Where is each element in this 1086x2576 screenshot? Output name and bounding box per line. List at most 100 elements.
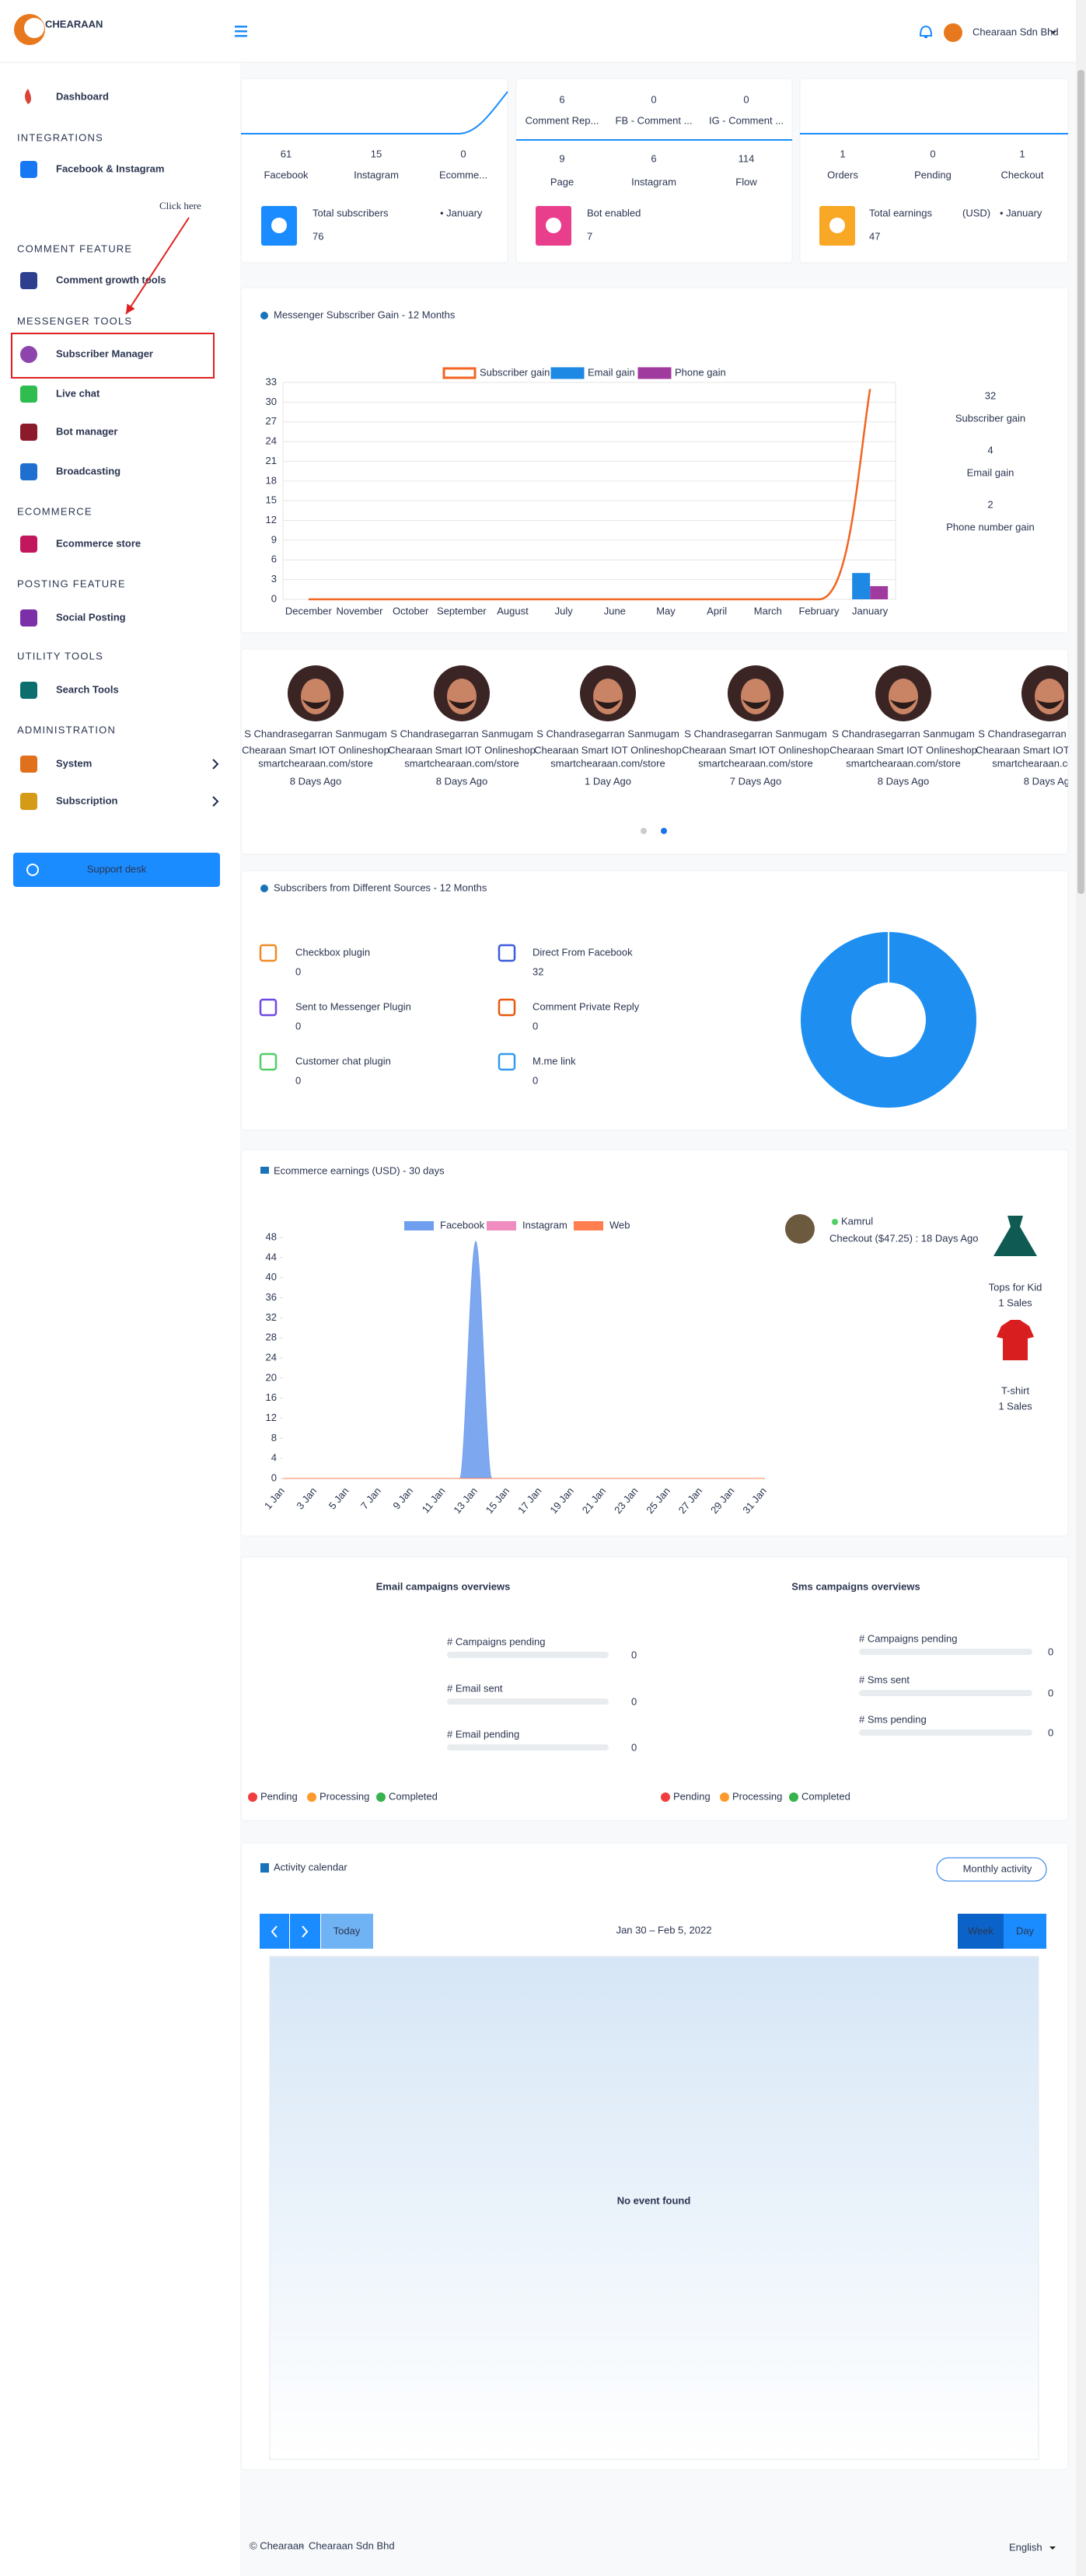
menu-item[interactable]: Dashboard [56, 90, 109, 102]
legend-label: Completed [801, 1790, 850, 1802]
y-tick-label: 9 [271, 533, 277, 545]
legend-label: Completed [389, 1790, 438, 1802]
view-button[interactable] [1004, 1914, 1046, 1949]
subscriber-page[interactable]: Chearaan Smart IOT Onlineshop [242, 744, 389, 756]
support-label: Support desk [87, 863, 147, 874]
subscriber-url[interactable]: smartchearaan.com/store [698, 757, 812, 769]
row-label: # Campaigns pending [859, 1632, 957, 1644]
progress-track [447, 1652, 609, 1658]
today-button[interactable] [321, 1914, 373, 1949]
stat-value: 1 [1019, 148, 1025, 159]
menu-item[interactable]: Live chat [56, 387, 100, 399]
title-icon [260, 885, 268, 892]
menu-icon [20, 272, 37, 289]
menu-item[interactable]: Subscription [56, 794, 118, 806]
subscriber-name: S Chandrasegarran Sanmugam [244, 728, 387, 739]
subscriber-page[interactable]: Chearaan Smart IOT Onlineshop [388, 744, 536, 756]
source-label: Direct From Facebook [533, 946, 633, 958]
summary-label: Email gain [967, 466, 1014, 478]
menu-item[interactable]: Comment growth tools [56, 274, 166, 285]
calendar-range: Jan 30 – Feb 5, 2022 [616, 1924, 712, 1935]
legend-label: Facebook [440, 1219, 485, 1230]
y-tick-label: 8 [271, 1432, 277, 1443]
y-tick-label: 12 [266, 1412, 277, 1423]
card [240, 1149, 1069, 1537]
view-button[interactable] [958, 1914, 1004, 1949]
section-title: Email campaigns overviews [376, 1580, 511, 1592]
card [240, 287, 1069, 634]
y-tick-label: 27 [266, 415, 277, 427]
next-button[interactable] [290, 1914, 320, 1949]
subscriber-url[interactable]: smartchearaan.com/store [404, 757, 519, 769]
scrollbar-thumb[interactable] [1077, 70, 1084, 894]
carousel-dot[interactable] [641, 828, 647, 834]
avatar-beard [595, 700, 621, 709]
menu-toggle[interactable] [235, 26, 247, 37]
menu-item[interactable]: Ecommerce store [56, 537, 141, 549]
annotation: Click here [159, 200, 201, 211]
user-name[interactable]: Chearaan Sdn Bhd [973, 26, 1059, 37]
bar [852, 573, 871, 599]
y-tick-label: 16 [266, 1391, 277, 1403]
menu-icon [20, 424, 37, 441]
menu-bar [235, 30, 247, 33]
avatar-face [447, 679, 477, 714]
language[interactable]: English [1009, 2541, 1042, 2553]
monthly-button[interactable] [936, 1857, 1047, 1882]
row-value: 0 [1048, 1646, 1053, 1657]
stat-value: 0 [460, 148, 466, 159]
menu-item[interactable]: Social Posting [56, 611, 126, 623]
menu-item[interactable]: Broadcasting [56, 465, 120, 476]
stat-value: 9 [559, 152, 564, 164]
company-link[interactable]: Chearaan Sdn Bhd [309, 2539, 395, 2551]
avatar-face [1035, 679, 1064, 714]
user-avatar[interactable] [944, 23, 962, 42]
subscriber-name: S Chandrasegarran Sanmugam [832, 728, 975, 739]
subscriber-name: S Chandrasegarran Sanmugam [978, 728, 1086, 739]
y-tick-label: 48 [266, 1230, 277, 1242]
support-button[interactable] [13, 853, 220, 887]
section-title: Activity calendar [274, 1861, 347, 1873]
subscriber-page[interactable]: Chearaan Smart IOT Onlineshop [976, 744, 1086, 756]
product-name[interactable]: T-shirt [1001, 1384, 1030, 1396]
x-tick-label: August [497, 605, 529, 616]
source-label: Checkbox plugin [295, 946, 370, 958]
subscriber-url[interactable]: smartchearaan.com/store [258, 757, 372, 769]
subscriber-time: 8 Days Ago [290, 775, 342, 787]
subscriber-url[interactable]: smartchearaan.com/store [992, 757, 1086, 769]
row-value: 0 [631, 1695, 637, 1707]
source-icon [259, 944, 278, 962]
menu-item[interactable]: Search Tools [56, 683, 119, 695]
y-tick-label: 12 [266, 514, 277, 525]
legend-dot [376, 1792, 386, 1802]
progress-track [859, 1730, 1032, 1736]
section-title: Sms campaigns overviews [791, 1580, 920, 1592]
period: • January [1000, 207, 1042, 218]
source-value: 0 [295, 1074, 301, 1086]
carousel-dot[interactable] [661, 828, 667, 834]
product-name[interactable]: Tops for Kid [989, 1281, 1042, 1293]
notification-bell[interactable] [919, 25, 933, 38]
y-tick-label: 32 [266, 1311, 277, 1323]
prev-button[interactable] [260, 1914, 289, 1949]
subscriber-page[interactable]: Chearaan Smart IOT Onlineshop [682, 744, 829, 756]
subscriber-url[interactable]: smartchearaan.com/store [550, 757, 665, 769]
stat-label: IG - Comment ... [709, 114, 784, 126]
menu-item[interactable]: Bot manager [56, 425, 117, 437]
subscriber-name: S Chandrasegarran Sanmugam [536, 728, 679, 739]
y-tick-label: 24 [266, 435, 277, 447]
menu-item[interactable]: System [56, 757, 92, 769]
menu-item[interactable]: Facebook & Instagram [56, 162, 164, 174]
subscriber-url[interactable]: smartchearaan.com/store [846, 757, 960, 769]
user-caret [1050, 31, 1056, 34]
sidebar [0, 63, 240, 2576]
menu-bar [235, 26, 247, 28]
copyright: © Chearaan [250, 2539, 304, 2551]
subscriber-page[interactable]: Chearaan Smart IOT Onlineshop [829, 744, 977, 756]
menu-icon [25, 89, 31, 104]
source-label: Comment Private Reply [533, 1000, 640, 1012]
y-tick-label: 0 [271, 592, 277, 604]
y-tick-label: 33 [266, 375, 277, 387]
menu-item[interactable]: Subscriber Manager [56, 347, 153, 359]
subscriber-page[interactable]: Chearaan Smart IOT Onlineshop [534, 744, 682, 756]
